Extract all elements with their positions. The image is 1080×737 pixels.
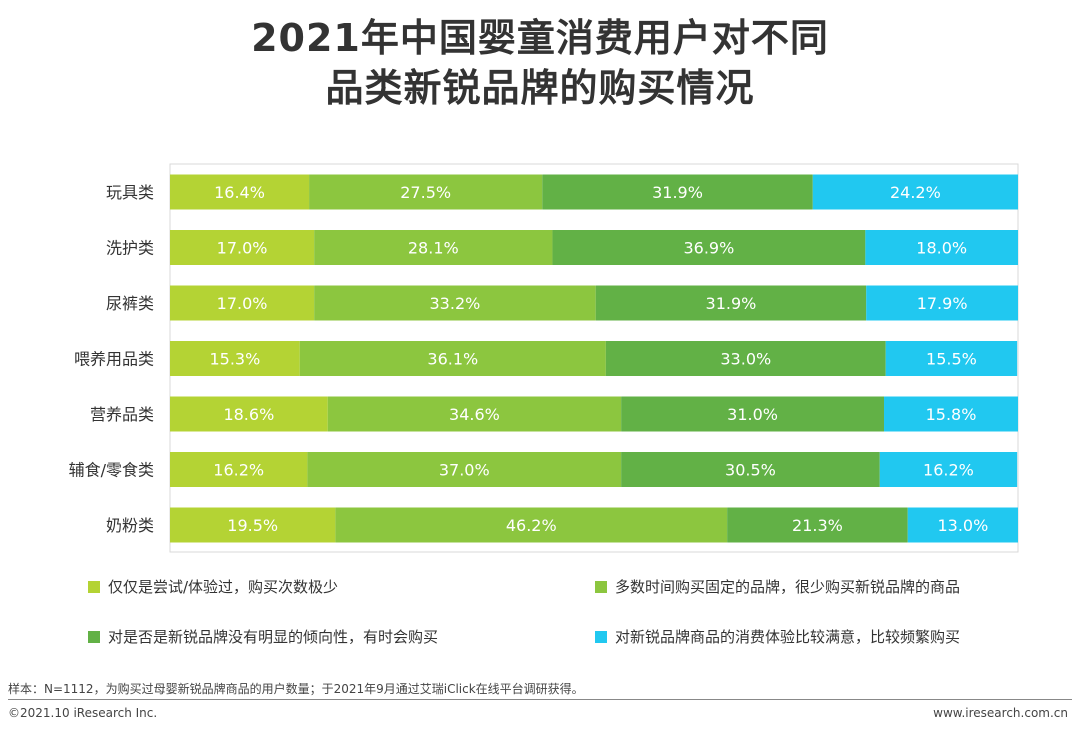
- stacked-bar-chart: 玩具类 16.4% 27.5% 31.9% 24.2% 洗护类 17.0% 28.1% 36.9…: [69, 163, 1019, 553]
- bar-segment: [865, 230, 1018, 265]
- bar-segment: [314, 285, 596, 321]
- bar-segment: [170, 174, 310, 210]
- data-label: 28.1%: [408, 239, 459, 258]
- data-label: 17.9%: [917, 294, 968, 313]
- bar-segment: [299, 341, 606, 376]
- data-label: 27.5%: [400, 183, 451, 202]
- footer-divider: [8, 699, 1072, 700]
- bar-segment: [552, 230, 866, 265]
- website-link[interactable]: www.iresearch.com.cn: [933, 706, 1068, 720]
- data-label: 33.2%: [430, 294, 481, 313]
- bar-segment: [170, 230, 315, 265]
- legend-swatch-series-3: [88, 630, 100, 643]
- bar-segment: [621, 396, 885, 432]
- legend-swatch-series-4: [595, 630, 607, 643]
- data-label: 34.6%: [449, 405, 500, 424]
- legend-item-series-3: 对是否是新锐品牌没有明显的倾向性，有时会购买: [88, 626, 438, 647]
- data-label: 36.1%: [427, 350, 478, 369]
- legend-label-series-2: 多数时间购买固定的品牌，很少购买新锐品牌的商品: [615, 578, 961, 596]
- data-label: 30.5%: [725, 461, 776, 480]
- data-label: 17.0%: [217, 294, 268, 313]
- bar-segment: [314, 230, 553, 265]
- data-label: 17.0%: [217, 239, 268, 258]
- category-label: 辅食/零食类: [69, 461, 154, 480]
- bar-segment: [884, 396, 1018, 432]
- data-label: 15.5%: [926, 350, 977, 369]
- data-label: 18.0%: [916, 239, 967, 258]
- bar-segment: [605, 341, 886, 376]
- data-label: 37.0%: [439, 461, 490, 480]
- category-label: 营养品类: [90, 405, 154, 424]
- chart-title-line-2: 品类新锐品牌的购买情况: [325, 66, 755, 110]
- bar-segment: [170, 507, 336, 543]
- bar-segment: [812, 174, 1018, 210]
- data-label: 15.3%: [209, 350, 260, 369]
- legend-label-series-3: 对是否是新锐品牌没有明显的倾向性，有时会购买: [108, 628, 439, 646]
- data-label: 16.2%: [213, 461, 264, 480]
- bar-segment: [907, 507, 1018, 543]
- category-label: 奶粉类: [106, 516, 154, 535]
- data-label: 15.8%: [926, 405, 977, 424]
- bar-segment: [621, 452, 880, 487]
- bar-segment: [542, 174, 813, 210]
- data-label: 18.6%: [223, 405, 274, 424]
- sample-footnote: 样本：N=1112，为购买过母婴新锐品牌商品的用户数量；于2021年9月通过艾瑞…: [8, 682, 584, 696]
- data-label: 21.3%: [792, 516, 843, 535]
- data-label: 31.0%: [727, 405, 778, 424]
- bar-segment: [327, 396, 622, 432]
- legend-swatch-series-2: [595, 580, 607, 593]
- bar-segment: [866, 285, 1018, 321]
- data-label: 24.2%: [890, 183, 941, 202]
- bar-segment: [309, 174, 543, 210]
- legend-item-series-2: 多数时间购买固定的品牌，很少购买新锐品牌的商品: [595, 576, 960, 597]
- data-label: 19.5%: [227, 516, 278, 535]
- legend-item-series-1: 仅仅是尝试/体验过，购买次数极少: [88, 576, 338, 597]
- data-label: 31.9%: [706, 294, 757, 313]
- bar-segment: [727, 507, 908, 543]
- legend-item-series-4: 对新锐品牌商品的消费体验比较满意，比较频繁购买: [595, 626, 960, 647]
- data-label: 13.0%: [937, 516, 988, 535]
- legend-label-series-4: 对新锐品牌商品的消费体验比较满意，比较频繁购买: [615, 628, 961, 646]
- bar-segment: [170, 452, 308, 487]
- data-label: 16.2%: [923, 461, 974, 480]
- bar-segment: [335, 507, 728, 543]
- category-label: 尿裤类: [106, 294, 154, 313]
- chart-title-line-1: 2021年中国婴童消费用户对不同: [251, 16, 829, 60]
- data-label: 16.4%: [214, 183, 265, 202]
- bar-segment: [879, 452, 1018, 487]
- legend-label-series-1: 仅仅是尝试/体验过，购买次数极少: [108, 578, 339, 596]
- data-label: 36.9%: [683, 239, 734, 258]
- category-label: 洗护类: [106, 239, 154, 258]
- bar-segment: [595, 285, 867, 321]
- bar-segment: [170, 396, 328, 432]
- legend-swatch-series-1: [88, 580, 100, 593]
- data-label: 46.2%: [506, 516, 557, 535]
- bar-segment: [307, 452, 622, 487]
- data-label: 33.0%: [720, 350, 771, 369]
- bar-segment: [170, 341, 300, 376]
- data-label: 31.9%: [652, 183, 703, 202]
- bar-segment: [885, 341, 1018, 376]
- category-label: 玩具类: [106, 183, 154, 202]
- category-label: 喂养用品类: [74, 350, 154, 369]
- copyright-text: ©2021.10 iResearch Inc.: [8, 706, 158, 720]
- bar-segment: [170, 285, 315, 321]
